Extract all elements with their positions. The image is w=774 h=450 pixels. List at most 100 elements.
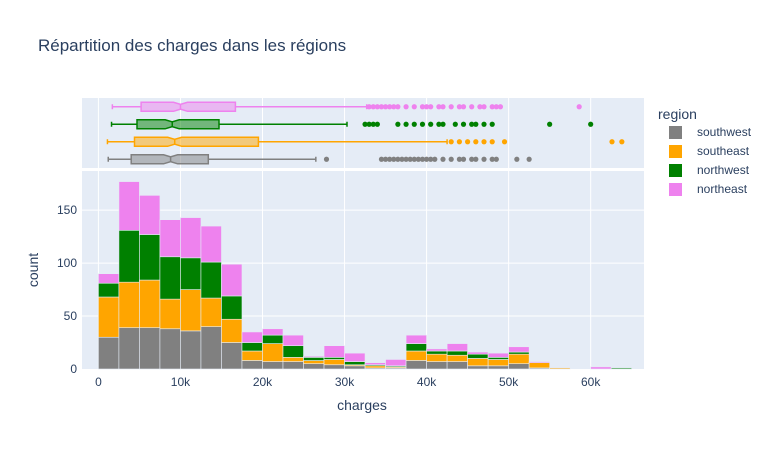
outlier-point bbox=[419, 104, 426, 110]
bar-northwest bbox=[262, 334, 284, 344]
bar-northeast bbox=[446, 343, 468, 352]
bar-northwest bbox=[446, 350, 468, 356]
bar-southwest bbox=[303, 363, 325, 370]
legend-label: southwest bbox=[697, 125, 752, 139]
outlier-point bbox=[378, 156, 385, 162]
bar-southeast bbox=[159, 298, 181, 330]
bar-northeast bbox=[487, 352, 509, 358]
x-tick-label: 0 bbox=[95, 375, 102, 389]
bar-northeast bbox=[303, 355, 325, 358]
bar-northwest bbox=[405, 343, 427, 352]
outlier-point bbox=[489, 121, 495, 127]
bar-northeast bbox=[467, 351, 489, 355]
bar-southeast bbox=[118, 281, 140, 329]
bar-northeast bbox=[262, 328, 284, 336]
boxplot-southwest bbox=[107, 154, 532, 165]
bar-southeast bbox=[200, 297, 222, 327]
outlier-point bbox=[576, 104, 582, 110]
bar-southeast bbox=[241, 350, 263, 361]
box bbox=[136, 119, 220, 130]
box bbox=[140, 101, 237, 113]
bar-northeast bbox=[200, 225, 222, 263]
bar-northwest bbox=[180, 257, 202, 290]
outlier-point bbox=[407, 156, 413, 162]
outlier-point bbox=[411, 121, 417, 127]
bar-northeast bbox=[405, 334, 427, 344]
bar-southwest bbox=[118, 327, 140, 370]
bar-northwest bbox=[467, 353, 489, 359]
bar-southwest bbox=[262, 361, 284, 370]
bar-northwest bbox=[303, 357, 325, 361]
outlier-point bbox=[403, 104, 409, 110]
outlier-point bbox=[493, 156, 499, 162]
outlier-point bbox=[497, 104, 504, 110]
boxplot-southeast bbox=[106, 136, 625, 148]
bar-northeast bbox=[590, 366, 612, 370]
outlier-point bbox=[481, 121, 487, 127]
legend-item-southeast: southeast bbox=[669, 144, 750, 158]
outlier-point bbox=[366, 121, 372, 127]
bar-southeast bbox=[549, 367, 571, 370]
y-tick-label: 50 bbox=[64, 309, 78, 323]
bar-southeast bbox=[364, 365, 386, 369]
bar-southeast bbox=[446, 354, 468, 362]
outlier-point bbox=[432, 156, 438, 162]
bar-northwest bbox=[159, 256, 181, 300]
bar-northwest bbox=[282, 345, 304, 358]
outlier-point bbox=[436, 104, 442, 110]
chart-title: Répartition des charges dans les régions bbox=[38, 36, 346, 55]
bar-northwest bbox=[610, 367, 632, 370]
outlier-point bbox=[477, 104, 483, 110]
bar-northwest bbox=[426, 350, 448, 355]
bar-southeast bbox=[323, 359, 345, 366]
bar-southwest bbox=[282, 361, 304, 370]
outlier-point bbox=[448, 139, 454, 145]
legend-title: region bbox=[658, 106, 697, 122]
outlier-point bbox=[370, 121, 376, 127]
bar-northwest bbox=[221, 295, 243, 320]
outlier-point bbox=[428, 104, 434, 110]
outlier-point bbox=[440, 104, 446, 110]
boxplot-northeast bbox=[111, 101, 582, 113]
y-axis-title: count bbox=[25, 253, 41, 287]
outlier-point bbox=[323, 156, 330, 162]
legend-item-southwest: southwest bbox=[669, 125, 752, 139]
outlier-point bbox=[391, 104, 397, 110]
bar-southwest bbox=[139, 327, 161, 370]
bar-northwest bbox=[487, 357, 509, 360]
bar-southwest bbox=[405, 360, 427, 370]
bar-northeast bbox=[221, 263, 243, 297]
outlier-point bbox=[456, 104, 463, 110]
y-tick-label: 0 bbox=[70, 362, 77, 376]
histogram-panel: 0 10k 20k 30k 40k 50k 60k 0 50 100 150 bbox=[57, 171, 644, 389]
outlier-point bbox=[481, 104, 487, 110]
legend-swatch bbox=[669, 145, 682, 158]
bar-northeast bbox=[139, 195, 161, 235]
outlier-point bbox=[460, 104, 467, 110]
outlier-point bbox=[403, 121, 409, 127]
bar-southeast bbox=[262, 343, 284, 362]
outlier-point bbox=[619, 139, 625, 145]
bar-southeast bbox=[98, 296, 120, 338]
x-tick-label: 60k bbox=[581, 375, 601, 389]
outlier-point bbox=[448, 156, 454, 162]
outlier-point bbox=[387, 156, 393, 162]
outlier-point bbox=[378, 104, 385, 110]
bar-northeast bbox=[282, 334, 304, 347]
legend-label: southeast bbox=[697, 144, 750, 158]
outlier-point bbox=[387, 104, 393, 110]
bar-southwest bbox=[221, 342, 243, 370]
bar-northwest bbox=[98, 282, 120, 298]
outlier-point bbox=[609, 139, 615, 145]
bar-southeast bbox=[426, 353, 448, 362]
bar-northeast bbox=[528, 361, 550, 363]
legend: region southwest southeast northwest northe… bbox=[658, 106, 752, 196]
outlier-point bbox=[382, 104, 389, 110]
x-tick-label: 50k bbox=[499, 375, 519, 389]
bar-southeast bbox=[139, 279, 161, 329]
bar-southeast bbox=[405, 350, 427, 361]
x-tick-label: 40k bbox=[417, 375, 437, 389]
box bbox=[133, 136, 260, 148]
outlier-point bbox=[423, 104, 430, 110]
bar-southwest bbox=[323, 364, 345, 370]
